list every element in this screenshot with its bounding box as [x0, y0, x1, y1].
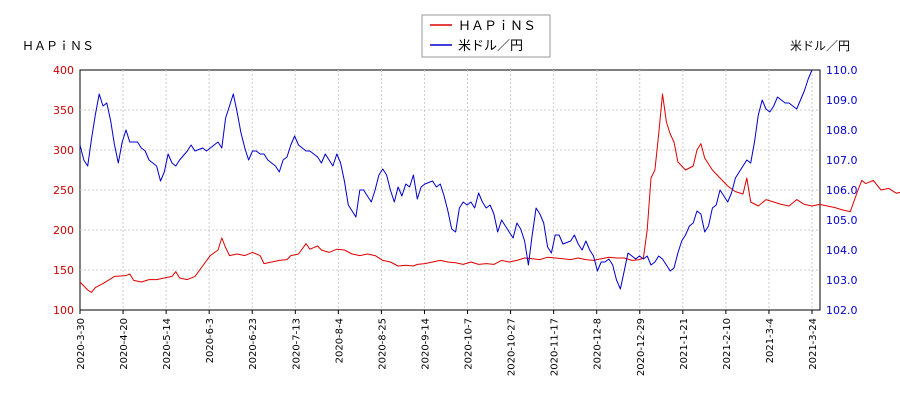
- right-tick-label: 104.0: [826, 244, 858, 257]
- x-tick-label: 2020-6-3: [205, 318, 216, 363]
- left-tick-label: 350: [53, 104, 74, 117]
- x-tick-labels: 2020-3-30 2020-4-20 2020-5-14 2020-6-3 2020-…: [76, 310, 819, 376]
- x-tick-label: 2020-11-17: [550, 318, 561, 376]
- x-tick-label: 2021-2-10: [722, 318, 733, 370]
- right-tick-label: 106.0: [826, 184, 858, 197]
- x-tick-label: 2020-4-20: [119, 318, 130, 370]
- x-tick-label: 2020-10-27: [507, 318, 518, 376]
- right-tick-labels: 102.0 103.0 104.0 105.0 106.0 107.0 108.0 109.0…: [826, 64, 858, 317]
- right-axis-title: 米ドル／円: [790, 39, 850, 53]
- legend: ＨＡＰｉＮＳ 米ドル／円: [421, 14, 551, 58]
- legend-label-usdjpy: 米ドル／円: [458, 39, 523, 54]
- left-tick-label: 200: [53, 224, 74, 237]
- left-tick-label: 100: [53, 304, 74, 317]
- x-tick-label: 2020-8-4: [334, 318, 345, 363]
- x-tick-label: 2021-3-24: [808, 318, 819, 370]
- x-tick-label: 2020-8-25: [377, 318, 388, 370]
- x-tick-label: 2020-6-23: [248, 318, 259, 370]
- right-tick-label: 102.0: [826, 304, 858, 317]
- x-tick-label: 2021-3-4: [765, 318, 776, 363]
- left-tick-labels: 100 150 200 250 300 350 400: [53, 64, 74, 317]
- left-tick-label: 400: [53, 64, 74, 77]
- right-tick-label: 109.0: [826, 94, 858, 107]
- right-tick-label: 110.0: [826, 64, 858, 77]
- x-tick-label: 2020-12-29: [636, 318, 647, 376]
- left-axis-title: ＨＡＰｉＮＳ: [22, 39, 94, 53]
- left-tick-label: 150: [53, 264, 74, 277]
- grid-layer: [80, 70, 820, 310]
- left-tick-label: 250: [53, 184, 74, 197]
- legend-label-hapins: ＨＡＰｉＮＳ: [458, 19, 536, 34]
- right-tick-label: 108.0: [826, 124, 858, 137]
- series-line-hapins: [79, 93, 900, 293]
- x-tick-label: 2020-12-8: [593, 318, 604, 370]
- series-line-usdjpy: [79, 69, 813, 290]
- series-layer: [79, 69, 900, 293]
- right-tick-label: 107.0: [826, 154, 858, 167]
- legend-box: [421, 14, 551, 58]
- right-tick-label: 103.0: [826, 274, 858, 287]
- left-tick-label: 300: [53, 144, 74, 157]
- x-tick-label: 2020-9-14: [420, 318, 431, 370]
- x-tick-label: 2020-5-14: [162, 318, 173, 370]
- x-tick-label: 2020-10-7: [464, 318, 475, 370]
- right-tick-label: 105.0: [826, 214, 858, 227]
- x-tick-label: 2020-3-30: [76, 318, 87, 370]
- x-tick-label: 2020-7-13: [291, 318, 302, 370]
- x-tick-label: 2021-1-21: [679, 318, 690, 370]
